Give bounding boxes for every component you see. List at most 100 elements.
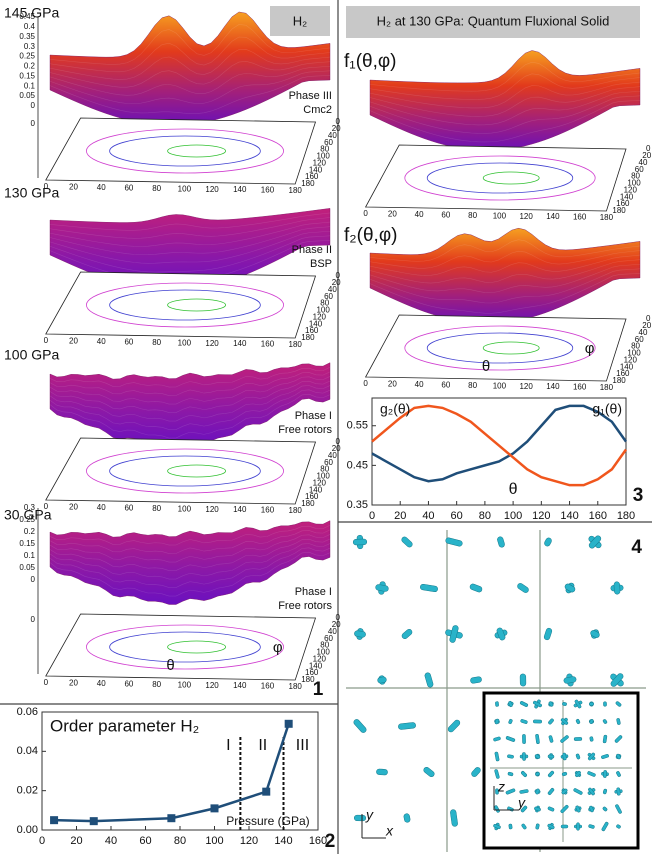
y-tick-label: 0.55	[347, 420, 368, 432]
x-tick-label: 100	[504, 510, 522, 522]
phi-tick-label: 80	[631, 172, 640, 181]
molecule	[469, 583, 483, 593]
phi-tick-label: 0	[336, 613, 341, 622]
theta-tick-label: 60	[441, 380, 450, 389]
theta-tick-label: 180	[600, 213, 614, 222]
phase-label: Phase II	[292, 244, 332, 256]
molecule	[445, 537, 463, 547]
z-tick-label: 0.25	[19, 52, 35, 61]
molecule	[376, 768, 388, 776]
theta-tick-label: 180	[289, 340, 303, 349]
theta-tick-label: 60	[124, 337, 133, 346]
mesh-line	[49, 221, 331, 247]
phi-tick-label: 100	[316, 648, 330, 657]
z-tick-label: 0.2	[24, 62, 36, 71]
mesh-line	[49, 217, 331, 239]
mesh-line	[369, 90, 641, 126]
molecule	[616, 824, 621, 829]
mesh-line	[49, 65, 331, 96]
x-tick-label: 60	[451, 510, 463, 522]
molecule	[377, 676, 387, 684]
contour	[109, 135, 261, 167]
mesh-line	[369, 268, 641, 304]
phi-tick-label: 180	[301, 675, 315, 684]
phi-tick-label: 120	[624, 185, 638, 194]
molecule	[547, 770, 555, 778]
z-tick-label: 0	[31, 119, 36, 128]
x-tick-label: 180	[617, 510, 635, 522]
molecule	[602, 734, 608, 744]
z-tick-label: 0.05	[19, 91, 35, 100]
molecule	[560, 735, 569, 743]
theta-tick-label: 80	[152, 680, 161, 689]
header-box	[270, 6, 330, 36]
molecule	[613, 581, 621, 595]
molecule	[496, 627, 506, 641]
x-tick-label: 20	[70, 835, 82, 847]
molecule	[522, 752, 526, 761]
theta-tick-label: 160	[261, 340, 275, 349]
molecule	[494, 751, 500, 762]
mesh-line	[49, 70, 331, 105]
theta-tick-label: 120	[205, 681, 219, 690]
phi-tick-label: 0	[646, 314, 651, 323]
molecule	[535, 823, 540, 830]
phi-tick-label: 120	[313, 158, 327, 167]
phi-tick-label: 60	[635, 335, 644, 344]
molecule	[548, 701, 554, 707]
molecule	[574, 699, 582, 709]
z-tick-label: 0.05	[19, 563, 35, 572]
phi-tick-label: 60	[635, 165, 644, 174]
theta-tick-label: 140	[233, 681, 247, 690]
mesh-line	[49, 538, 331, 571]
molecule	[522, 734, 526, 744]
contour	[167, 298, 227, 312]
molecule	[562, 702, 567, 706]
mesh-line	[49, 212, 331, 231]
phase-label: BSP	[310, 258, 332, 270]
molecule	[494, 718, 500, 725]
y-tick-label: 0.35	[347, 499, 368, 511]
series-line	[54, 723, 290, 823]
mesh-line	[49, 75, 331, 114]
z-tick-label: 0.3	[24, 503, 36, 512]
theta-tick-label: 180	[289, 506, 303, 515]
mesh-line	[49, 389, 331, 430]
mesh-line	[49, 380, 331, 413]
panel-header: H₂ at 130 GPa: Quantum Fluxional Solid	[377, 13, 610, 28]
molecule	[449, 625, 459, 643]
molecule	[615, 701, 622, 707]
molecule	[590, 630, 600, 638]
function-label: f₁(θ,φ)	[344, 51, 397, 72]
x-tick-label: 160	[309, 835, 327, 847]
molecule	[602, 719, 608, 724]
x-tick-label: 0	[39, 835, 45, 847]
molecule	[548, 735, 554, 743]
pressure-label: 145 GPa	[4, 5, 59, 21]
molecule	[423, 766, 435, 778]
annotation: II	[258, 737, 267, 754]
phi-tick-label: 180	[612, 376, 626, 385]
phi-symbol: φ	[273, 639, 283, 656]
theta-symbol: θ	[166, 657, 174, 674]
molecule	[562, 752, 567, 761]
theta-tick-label: 140	[546, 382, 560, 391]
phi-tick-label: 120	[313, 312, 327, 321]
phi-tick-label: 80	[631, 342, 640, 351]
molecule	[508, 823, 513, 830]
z-tick-label: 0.2	[24, 527, 36, 536]
z-tick-label: 0.25	[19, 515, 35, 524]
phi-tick-label: 140	[309, 661, 323, 670]
theta-tick-label: 120	[205, 505, 219, 514]
phi-tick-label: 140	[620, 362, 634, 371]
molecule	[493, 736, 501, 742]
contour	[482, 171, 540, 185]
molecule	[470, 676, 482, 684]
molecule	[563, 676, 577, 684]
mesh-line	[49, 385, 331, 422]
mesh-line	[49, 226, 331, 256]
molecule	[517, 583, 529, 593]
function-label: f₂(θ,φ)	[344, 225, 397, 246]
mesh-line	[369, 61, 641, 92]
theta-tick-label: 120	[519, 212, 533, 221]
